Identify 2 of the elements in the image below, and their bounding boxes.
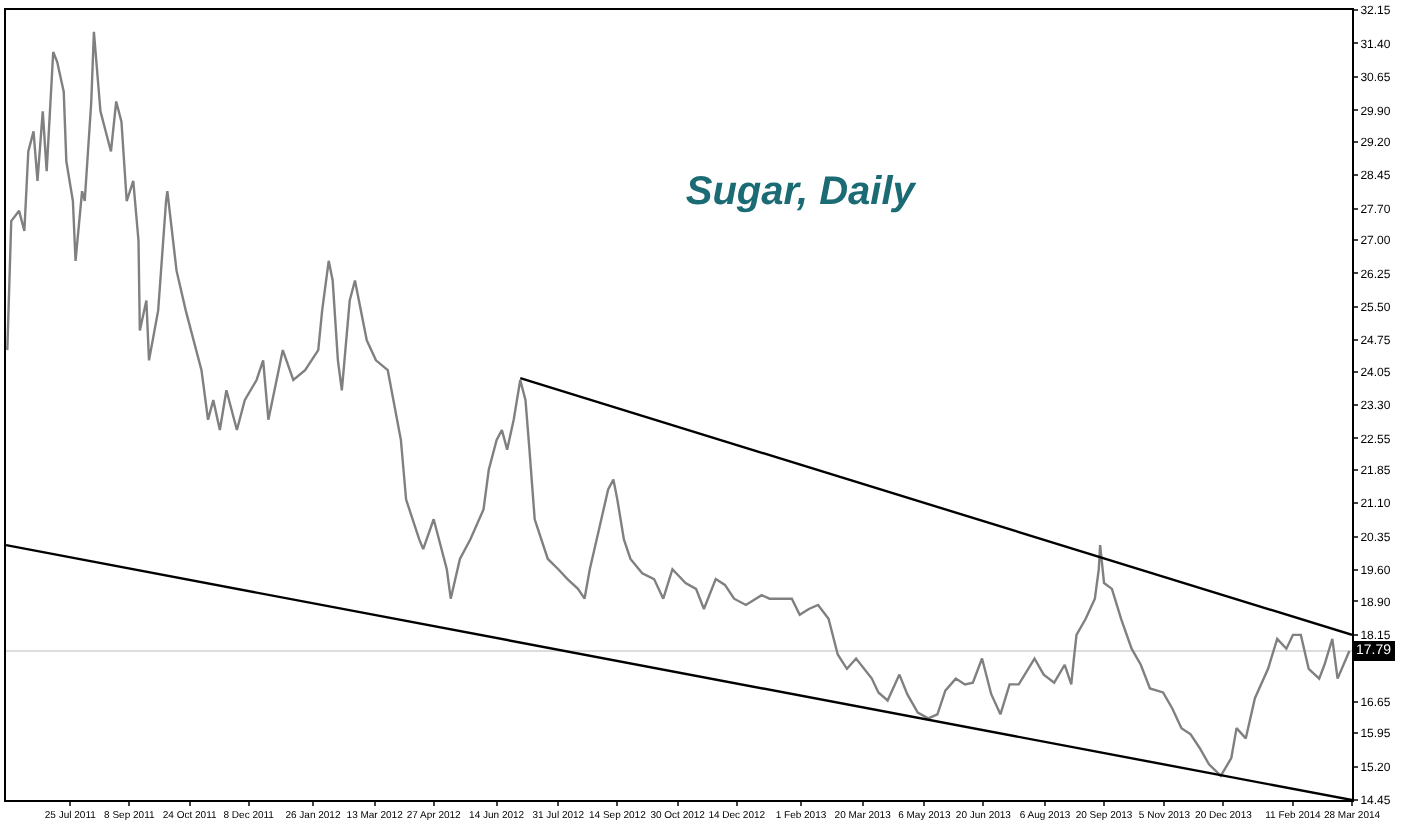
text: Sugar, Daily [685, 169, 917, 214]
line-series [6, 30, 1351, 778]
